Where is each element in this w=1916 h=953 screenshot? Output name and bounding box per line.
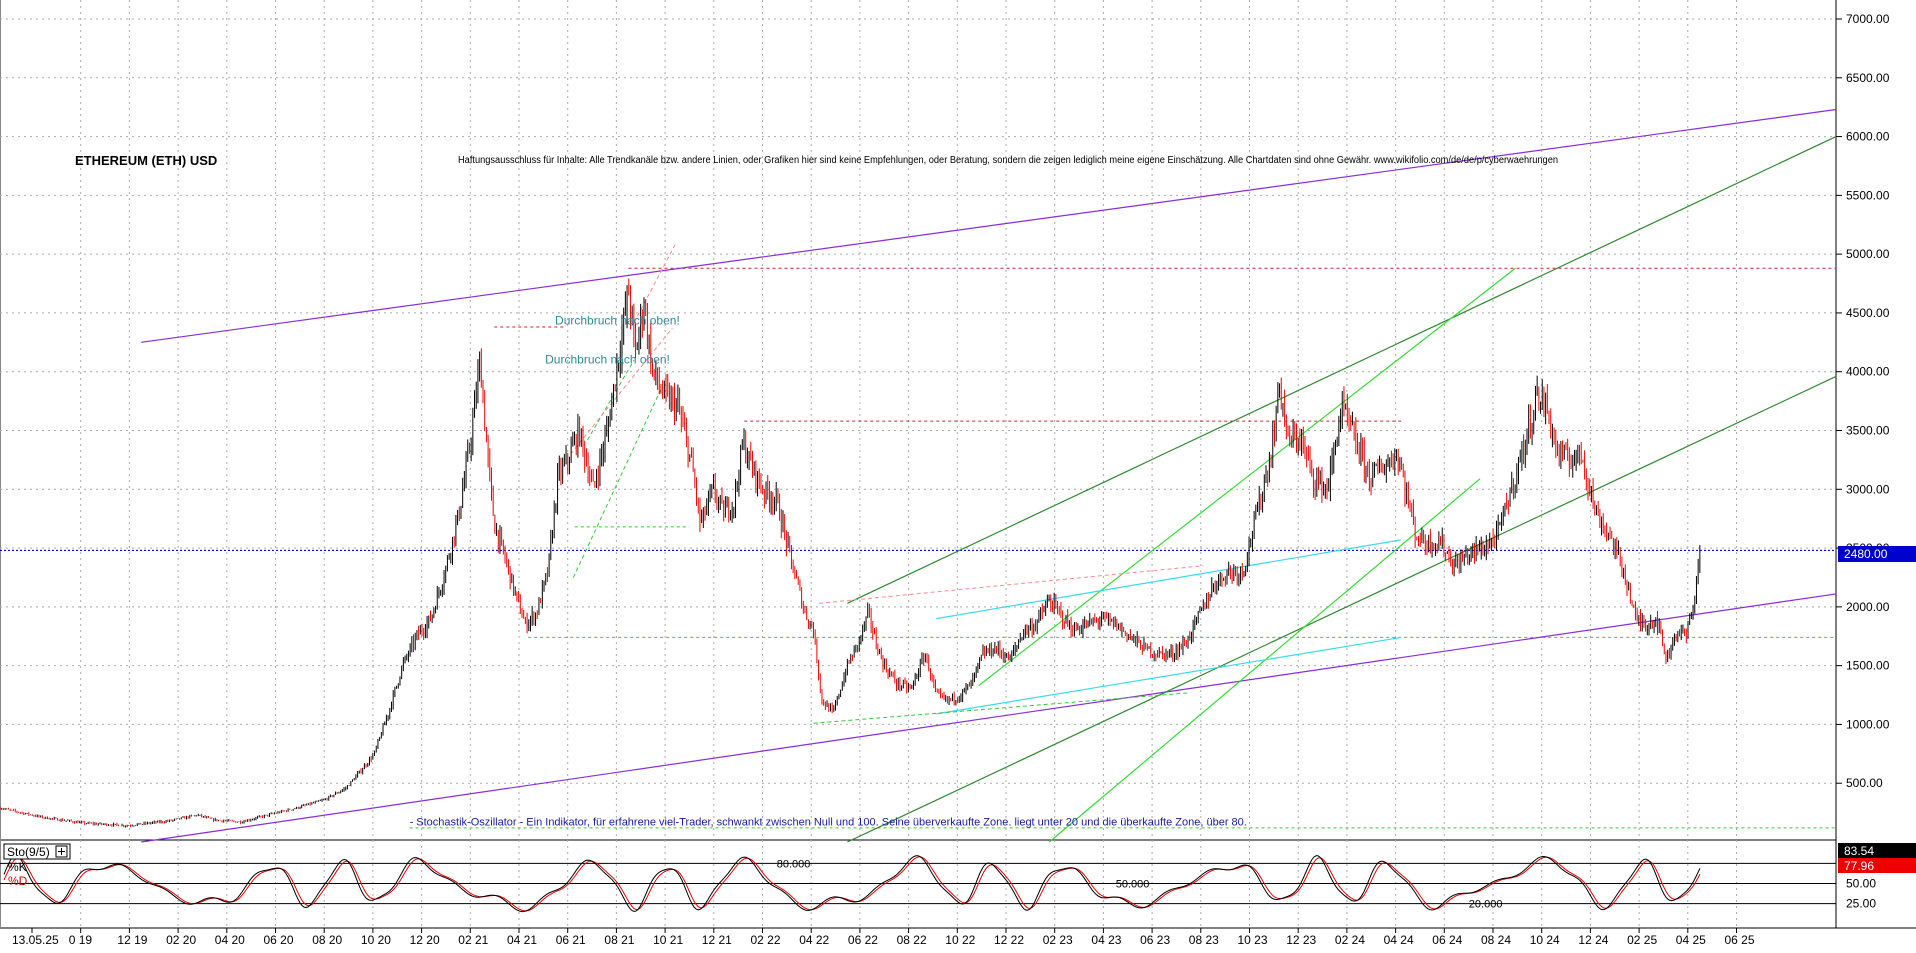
- x-tick-label: 06 20: [264, 933, 294, 947]
- x-tick-label: 04 21: [507, 933, 537, 947]
- x-tick-label: 10 23: [1238, 933, 1268, 947]
- d-value-tag: 77.96: [1838, 858, 1916, 873]
- dashed-segment: [819, 565, 1204, 604]
- x-tick-label: 10 24: [1530, 933, 1560, 947]
- trendline: [936, 636, 1402, 715]
- x-tick-label: 0 19: [69, 933, 93, 947]
- dashed-segment: [570, 327, 673, 455]
- k-label: %K: [8, 860, 27, 874]
- x-tick-label: 02 20: [166, 933, 196, 947]
- trendline: [141, 108, 1837, 343]
- y-tick-label: 1500.00: [1846, 659, 1890, 673]
- x-tick-label: 08 24: [1481, 933, 1511, 947]
- y-tick-label: 4000.00: [1846, 365, 1890, 379]
- x-tick-label: 08 22: [897, 933, 927, 947]
- oscillator-name: Sto(9/5): [7, 845, 50, 859]
- y-tick-label: 500.00: [1846, 776, 1883, 790]
- osc-level-label: 80.000: [777, 858, 811, 870]
- oscillator-header: Sto(9/5) %K %D: [3, 843, 71, 888]
- osc-scale-label: 50.00: [1846, 877, 1876, 891]
- osc-level-label: 50.000: [1116, 879, 1150, 891]
- x-tick-label: 02 21: [458, 933, 488, 947]
- k-value-tag: 83.54: [1838, 843, 1916, 858]
- x-tick-label: 04 24: [1384, 933, 1414, 947]
- k-value: 83.54: [1844, 844, 1874, 858]
- chart-title: ETHEREUM (ETH) USD: [75, 153, 217, 168]
- last-price-label: 2480.00: [1844, 547, 1888, 561]
- x-tick-label: 12 23: [1286, 933, 1316, 947]
- x-tick-label: 12 22: [994, 933, 1024, 947]
- osc-d-line: [3, 856, 1701, 912]
- x-tick-label: 08 21: [604, 933, 634, 947]
- y-tick-label: 2000.00: [1846, 600, 1890, 614]
- x-tick-label: 06 25: [1725, 933, 1755, 947]
- y-tick-label: 3000.00: [1846, 482, 1890, 496]
- chart-annotation: Durchbruch nach oben!: [555, 314, 680, 328]
- x-tick-label: 08 23: [1189, 933, 1219, 947]
- trendline: [936, 539, 1402, 620]
- y-tick-label: 7000.00: [1846, 12, 1890, 26]
- y-tick-label: 6000.00: [1846, 130, 1890, 144]
- x-tick-label: 02 22: [751, 933, 781, 947]
- x-tick-label: 06 23: [1140, 933, 1170, 947]
- x-tick-label: 06 21: [556, 933, 586, 947]
- y-tick-label: 1000.00: [1846, 717, 1890, 731]
- osc-k-line: [3, 854, 1701, 913]
- y-tick-label: 5000.00: [1846, 247, 1890, 261]
- last-price-tag: 2480.00: [1838, 546, 1916, 562]
- x-tick-label: 04 20: [215, 933, 245, 947]
- osc-scale-label: 25.00: [1846, 897, 1876, 911]
- dashed-segment: [813, 692, 1191, 724]
- disclaimer-text: Haftungsausschluss für Inhalte: Alle Tre…: [458, 155, 1558, 166]
- y-tick-label: 4500.00: [1846, 306, 1890, 320]
- y-tick-label: 6500.00: [1846, 71, 1890, 85]
- dashed-segment: [587, 359, 635, 441]
- d-value: 77.96: [1844, 859, 1874, 873]
- x-tick-label: 02 25: [1627, 933, 1657, 947]
- plus-box-icon[interactable]: [55, 845, 68, 858]
- x-tick-label: 02 24: [1335, 933, 1365, 947]
- x-tick-label: 12 21: [702, 933, 732, 947]
- chart-annotation: Durchbruch nach oben!: [545, 352, 670, 366]
- x-tick-label: 06 24: [1432, 933, 1462, 947]
- d-label: %D: [8, 874, 28, 888]
- x-tick-label: 04 22: [799, 933, 829, 947]
- x-tick-label: 04 25: [1676, 933, 1706, 947]
- x-tick-label: 10 22: [945, 933, 975, 947]
- chart-annotation: - Stochastik-Oszillator - Ein Indikator,…: [410, 817, 1247, 829]
- x-tick-label: 08 20: [312, 933, 342, 947]
- x-tick-label: 10 21: [653, 933, 683, 947]
- osc-level-label: 20.000: [1469, 899, 1503, 911]
- x-tick-label: 04 23: [1091, 933, 1121, 947]
- trendline: [847, 136, 1837, 604]
- y-tick-label: 5500.00: [1846, 188, 1890, 202]
- x-tick-label: 10 20: [361, 933, 391, 947]
- trendline: [847, 375, 1837, 843]
- x-tick-label: 02 23: [1043, 933, 1073, 947]
- x-tick-label: 12 24: [1578, 933, 1608, 947]
- x-tick-label: 13.05.25: [12, 933, 59, 947]
- x-tick-label: 12 19: [117, 933, 147, 947]
- x-tick-label: 06 22: [848, 933, 878, 947]
- x-tick-label: 12 20: [410, 933, 440, 947]
- y-tick-label: 3500.00: [1846, 424, 1890, 438]
- trendline: [141, 593, 1837, 843]
